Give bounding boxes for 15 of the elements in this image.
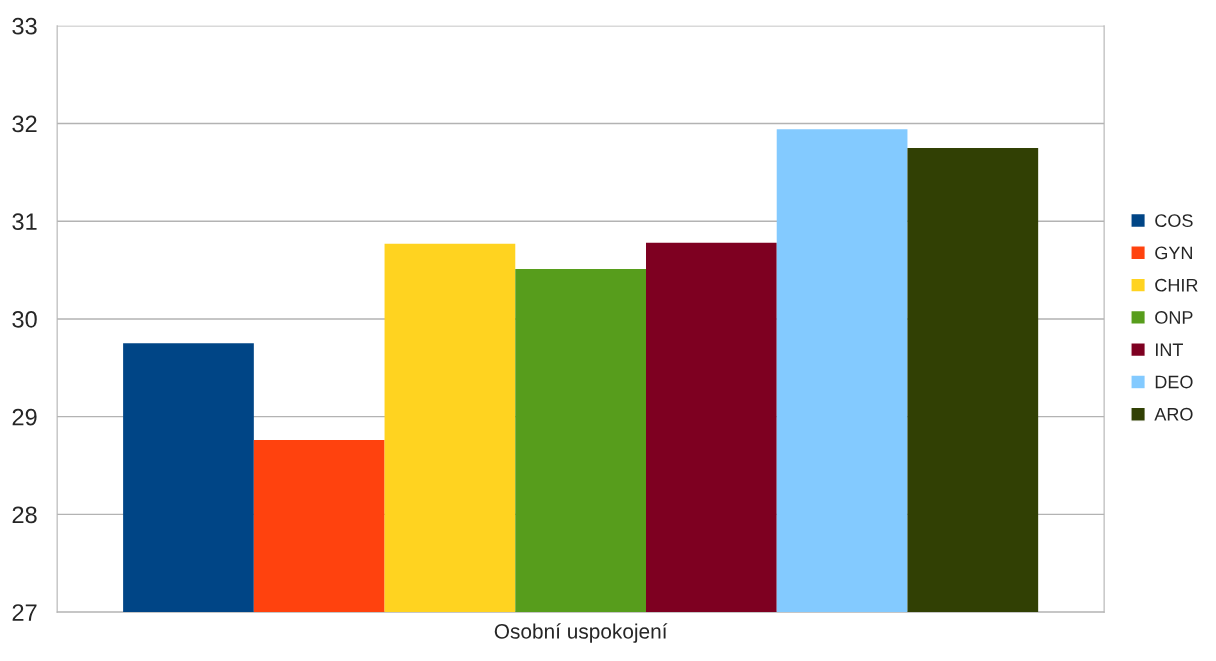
- legend-label: INT: [1155, 343, 1183, 356]
- y-tick-label: 33: [12, 17, 37, 35]
- legend-label: GYN: [1155, 246, 1192, 260]
- y-tick-label: 30: [12, 311, 37, 328]
- y-tick-label: 29: [12, 408, 37, 426]
- y-tick-label: 31: [12, 213, 37, 230]
- legend-label: COS: [1155, 214, 1193, 227]
- legend-label: DEO: [1155, 375, 1193, 389]
- y-tick-label: 27: [12, 604, 37, 621]
- x-tick-label: Osobní uspokojení: [494, 623, 668, 643]
- legend-label: ARO: [1154, 407, 1193, 421]
- legend-label: ONP: [1155, 311, 1193, 324]
- y-tick-label: 28: [12, 506, 37, 524]
- legend-label: CHIR: [1155, 278, 1198, 292]
- y-tick-label: 32: [12, 115, 37, 133]
